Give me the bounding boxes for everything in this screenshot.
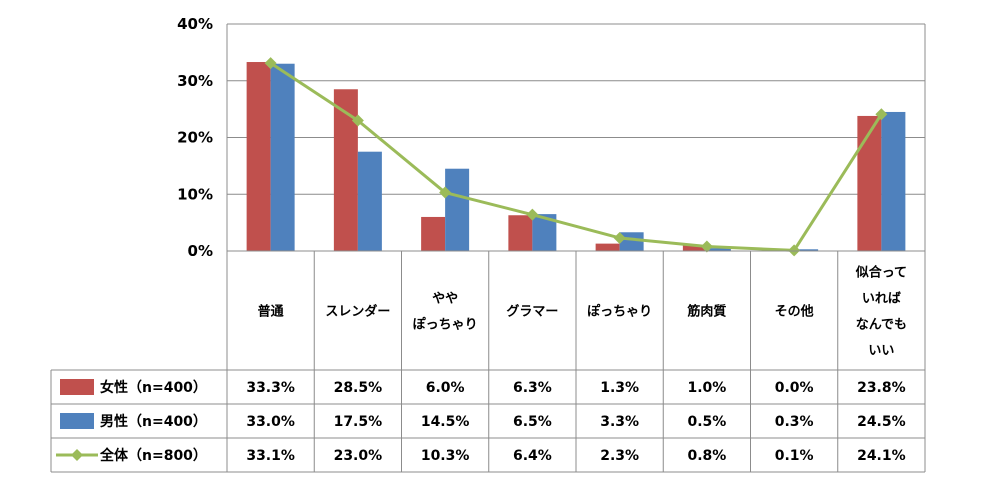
bar-male: [445, 168, 470, 251]
data-table-cell: 23.0%: [334, 448, 383, 464]
data-table-cell: 10.3%: [421, 448, 470, 464]
bar-female: [508, 215, 533, 251]
series-name: 女性（n=400）: [100, 379, 207, 396]
legend-marker-total: [71, 449, 83, 461]
series-line-total: [269, 61, 883, 252]
category-label: なんでも: [856, 318, 907, 333]
data-table-cell: 0.8%: [687, 448, 726, 464]
data-table-cell: 24.1%: [857, 448, 906, 464]
category-label: 筋肉質: [686, 304, 726, 320]
data-table-cell: 6.0%: [426, 380, 465, 396]
bar-male: [270, 63, 295, 251]
data-table-cell: 6.3%: [513, 380, 552, 396]
bar-female: [857, 115, 882, 251]
data-table-cell: 1.0%: [687, 380, 726, 396]
line-point-total: [264, 57, 277, 70]
series-name: 男性（n=400）: [100, 413, 207, 430]
y-tick-label: 10%: [177, 185, 213, 203]
data-table-cell: 0.5%: [687, 414, 726, 430]
category-label: その他: [775, 304, 814, 320]
data-table-cell: 0.0%: [775, 380, 814, 396]
bar-male: [794, 249, 819, 251]
line-point-total: [613, 231, 626, 244]
data-table-cell: 2.3%: [600, 448, 639, 464]
bar-female: [246, 62, 271, 252]
category-label: ぽっちゃり: [587, 304, 652, 320]
data-table-cell: 17.5%: [334, 414, 383, 430]
data-table-cell: 28.5%: [334, 380, 383, 396]
legend-swatch-male: [60, 413, 94, 429]
bar-female: [682, 245, 707, 251]
line-point-total: [526, 208, 539, 221]
data-table-cell: 23.8%: [857, 380, 906, 396]
bar-male: [881, 111, 906, 252]
y-tick-label: 20%: [177, 129, 213, 147]
bar-female: [421, 216, 446, 251]
category-label: グラマー: [506, 304, 558, 320]
y-tick-label: 0%: [188, 242, 213, 260]
bar-male: [619, 232, 644, 251]
category-label: ぽっちゃり: [413, 317, 478, 333]
category-label: 普通: [258, 304, 284, 320]
category-label: 似合って: [855, 265, 907, 281]
data-table-cell: 24.5%: [857, 414, 906, 430]
line-point-total: [700, 240, 713, 253]
data-table-cell: 14.5%: [421, 414, 470, 430]
data-table-cell: 6.4%: [513, 448, 552, 464]
category-label: いい: [868, 344, 894, 359]
data-table-cell: 1.3%: [600, 380, 639, 396]
y-tick-label: 30%: [177, 72, 213, 90]
bar-male: [706, 248, 731, 251]
data-table-cell: 6.5%: [513, 414, 552, 430]
line-point-total: [351, 114, 364, 127]
series-name: 全体（n=800）: [99, 447, 207, 464]
data-table-cell: 0.3%: [775, 414, 814, 430]
data-table-cell: 33.1%: [246, 448, 295, 464]
bar-male: [357, 151, 382, 251]
line-point-total: [439, 186, 452, 199]
y-tick-label: 40%: [177, 15, 213, 33]
data-table-cell: 33.0%: [246, 414, 295, 430]
line-point-total: [788, 244, 801, 257]
category-label: やや: [432, 292, 458, 307]
category-label: いれば: [862, 292, 901, 307]
data-table-cell: 0.1%: [775, 448, 814, 464]
data-table-cell: 33.3%: [246, 380, 295, 396]
category-label: スレンダー: [325, 304, 390, 320]
data-table-cell: 3.3%: [600, 414, 639, 430]
line-point-total: [875, 108, 888, 121]
bar-female: [595, 243, 620, 251]
legend-swatch-female: [60, 379, 94, 395]
